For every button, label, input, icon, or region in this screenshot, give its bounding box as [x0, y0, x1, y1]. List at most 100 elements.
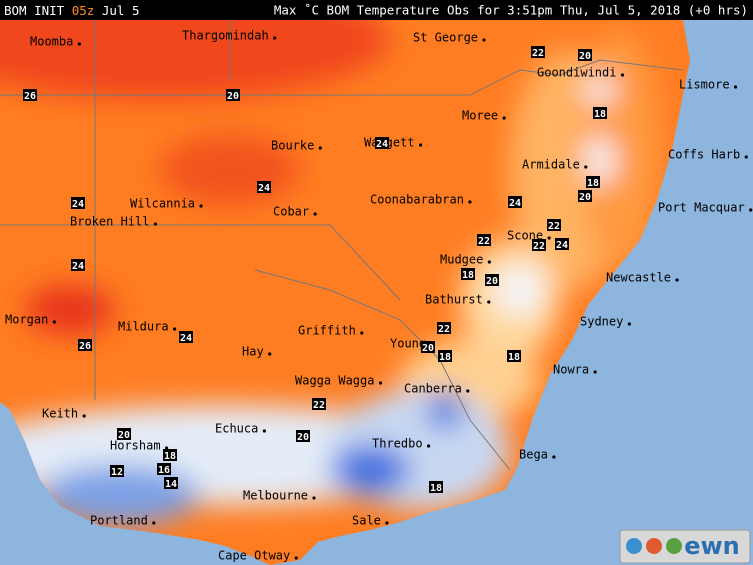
contour-label: 22	[533, 241, 545, 252]
place-label: Cobar	[273, 205, 309, 219]
contour-label-box	[485, 274, 499, 286]
place-label: Walgett	[364, 136, 415, 150]
contour-label: 20	[486, 276, 498, 287]
contour-label-box	[78, 339, 92, 351]
place-label: Morgan	[5, 313, 48, 327]
place-dot	[418, 143, 423, 147]
place-label: Wilcannia	[130, 197, 195, 211]
place-dot	[385, 521, 389, 525]
contour-label-box	[375, 137, 389, 149]
place-label: Thargomindah	[182, 29, 269, 43]
contour-label: 22	[478, 236, 490, 247]
place-dot	[620, 73, 625, 77]
init-time: 05z	[72, 3, 95, 18]
contour-label: 26	[79, 341, 91, 352]
contour-label-box	[593, 107, 607, 119]
contour-label-box	[157, 463, 171, 475]
place-dot	[268, 352, 272, 356]
contour-label: 24	[180, 333, 192, 344]
contour-label-box	[421, 341, 435, 353]
place-dot	[547, 236, 551, 240]
contour-label-box	[477, 234, 491, 246]
place-label: Bega	[519, 448, 548, 462]
contour-label-box	[532, 239, 546, 251]
contour-label-box	[23, 89, 37, 101]
contour-label-box	[461, 268, 475, 280]
place-dot	[318, 146, 322, 150]
logo-text: ewn	[684, 532, 740, 560]
place-label: Mildura	[118, 320, 169, 334]
contour-label-box	[226, 89, 240, 101]
contour-label-box	[578, 49, 592, 61]
place-label: Broken Hill	[70, 215, 149, 229]
place-label: Echuca	[215, 422, 258, 436]
contour-label: 24	[72, 261, 84, 272]
place-label: Portland	[90, 514, 148, 528]
place-dot	[482, 38, 486, 42]
place-dot	[487, 300, 491, 304]
place-label: Moree	[462, 109, 498, 123]
contour-label-box	[110, 465, 124, 477]
place-dot	[199, 204, 203, 208]
place-label: Melbourne	[243, 489, 308, 503]
contour-label-box	[547, 219, 561, 231]
contour-label-box	[508, 196, 522, 208]
contour-label: 20	[297, 432, 309, 443]
place-dot	[502, 116, 506, 120]
place-label: Coonabarabran	[370, 193, 464, 207]
contour-label: 16	[158, 465, 170, 476]
place-label: Cape Otway	[218, 549, 290, 563]
place-dot	[313, 212, 317, 216]
header-bar	[0, 0, 753, 20]
contour-label: 22	[532, 48, 544, 59]
place-label: St George	[413, 31, 478, 45]
contour-label: 24	[72, 199, 84, 210]
contour-label: 18	[439, 352, 451, 363]
contour-label-box	[71, 197, 85, 209]
contour-label-box	[179, 331, 193, 343]
model: BOM INIT	[4, 3, 65, 18]
place-dot	[675, 278, 679, 282]
place-dot	[294, 556, 298, 560]
place-label: Canberra	[404, 382, 462, 396]
contour-label-box	[296, 430, 310, 442]
place-label: Wagga Wagga	[295, 374, 374, 388]
contour-label: 22	[313, 400, 325, 411]
place-dot	[378, 381, 383, 385]
place-label: Lismore	[679, 78, 730, 92]
places: Moomba Thargomindah St George Goondiwindi Li…	[5, 29, 753, 563]
place-dot	[360, 331, 364, 335]
contour-label-box	[312, 398, 326, 410]
place-dot	[593, 370, 597, 374]
place-label: Horsham	[110, 439, 161, 453]
place-label: Coffs Harb	[668, 148, 740, 162]
place-dot	[627, 322, 631, 326]
place-dot	[77, 42, 81, 46]
place-dot	[584, 165, 588, 169]
place-dot	[487, 260, 491, 264]
place-dot	[172, 327, 177, 331]
init-date: Jul 5	[102, 3, 140, 18]
contour-label-box	[437, 322, 451, 334]
place-dot	[749, 208, 753, 212]
contour-label-box	[555, 238, 569, 250]
contour-label-box	[438, 350, 452, 362]
place-dot	[153, 222, 158, 226]
place-label: Thredbo	[372, 437, 423, 451]
place-dot	[466, 389, 470, 393]
contour-label: 14	[165, 479, 177, 490]
place-label: Armidale	[522, 158, 580, 172]
place-label: Mudgee	[440, 253, 483, 267]
contour-label-box	[507, 350, 521, 362]
contour-label: 24	[509, 198, 521, 209]
place-label: Sydney	[580, 315, 623, 329]
place-label: Griffith	[298, 324, 356, 338]
place-label: Keith	[42, 407, 78, 421]
contour-label: 18	[462, 270, 474, 281]
place-label: Newcastle	[606, 271, 671, 285]
contour-label-box	[257, 181, 271, 193]
place-label: Goondiwindi	[537, 66, 616, 80]
place-dot	[82, 414, 86, 418]
place-dot	[312, 496, 316, 500]
